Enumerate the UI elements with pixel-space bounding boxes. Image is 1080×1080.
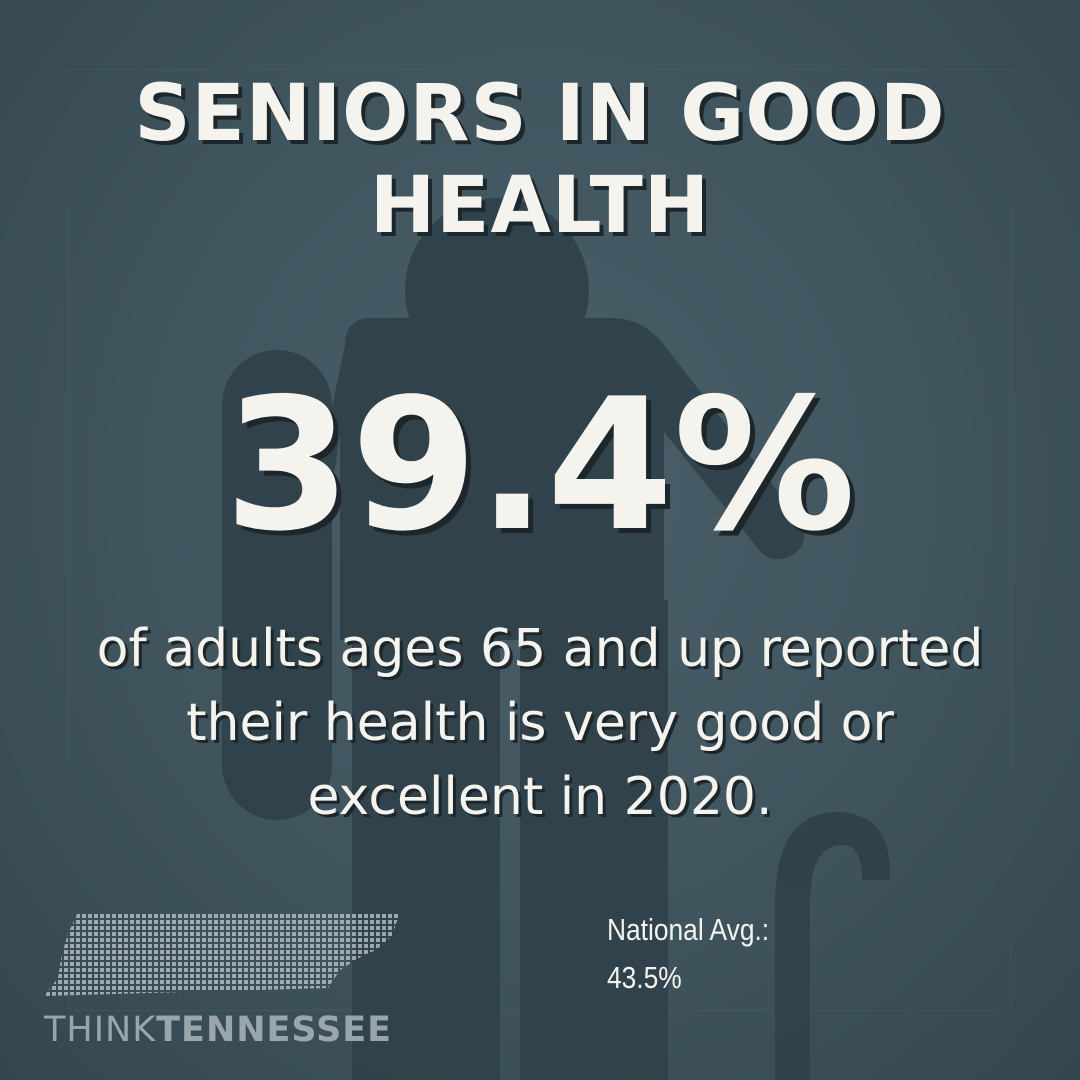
national-average: National Avg.: 43.5%	[607, 906, 769, 1002]
national-average-label: National Avg.:	[607, 912, 770, 947]
brand-wordmark: THINKTENNESSEE	[44, 1010, 392, 1050]
national-average-value: 43.5%	[607, 960, 682, 995]
description-line: excellent in 2020.	[307, 767, 773, 827]
brand-part-tennessee: TENNESSEE	[156, 1010, 393, 1050]
headline-statistic: 39.4%	[224, 359, 856, 571]
page-title: SENIORS IN GOOD HEALTH	[0, 68, 1080, 252]
title-line: SENIORS IN GOOD	[134, 69, 946, 159]
description-line: their health is very good or	[186, 693, 894, 753]
tennessee-map-icon	[44, 912, 400, 996]
brand-part-think: THINK	[44, 1010, 157, 1050]
statistic-description: of adults ages 65 and up reported their …	[40, 612, 1040, 834]
title-line: HEALTH	[369, 161, 711, 251]
think-tennessee-logo: THINKTENNESSEE	[40, 908, 410, 1058]
description-line: of adults ages 65 and up reported	[96, 619, 984, 679]
